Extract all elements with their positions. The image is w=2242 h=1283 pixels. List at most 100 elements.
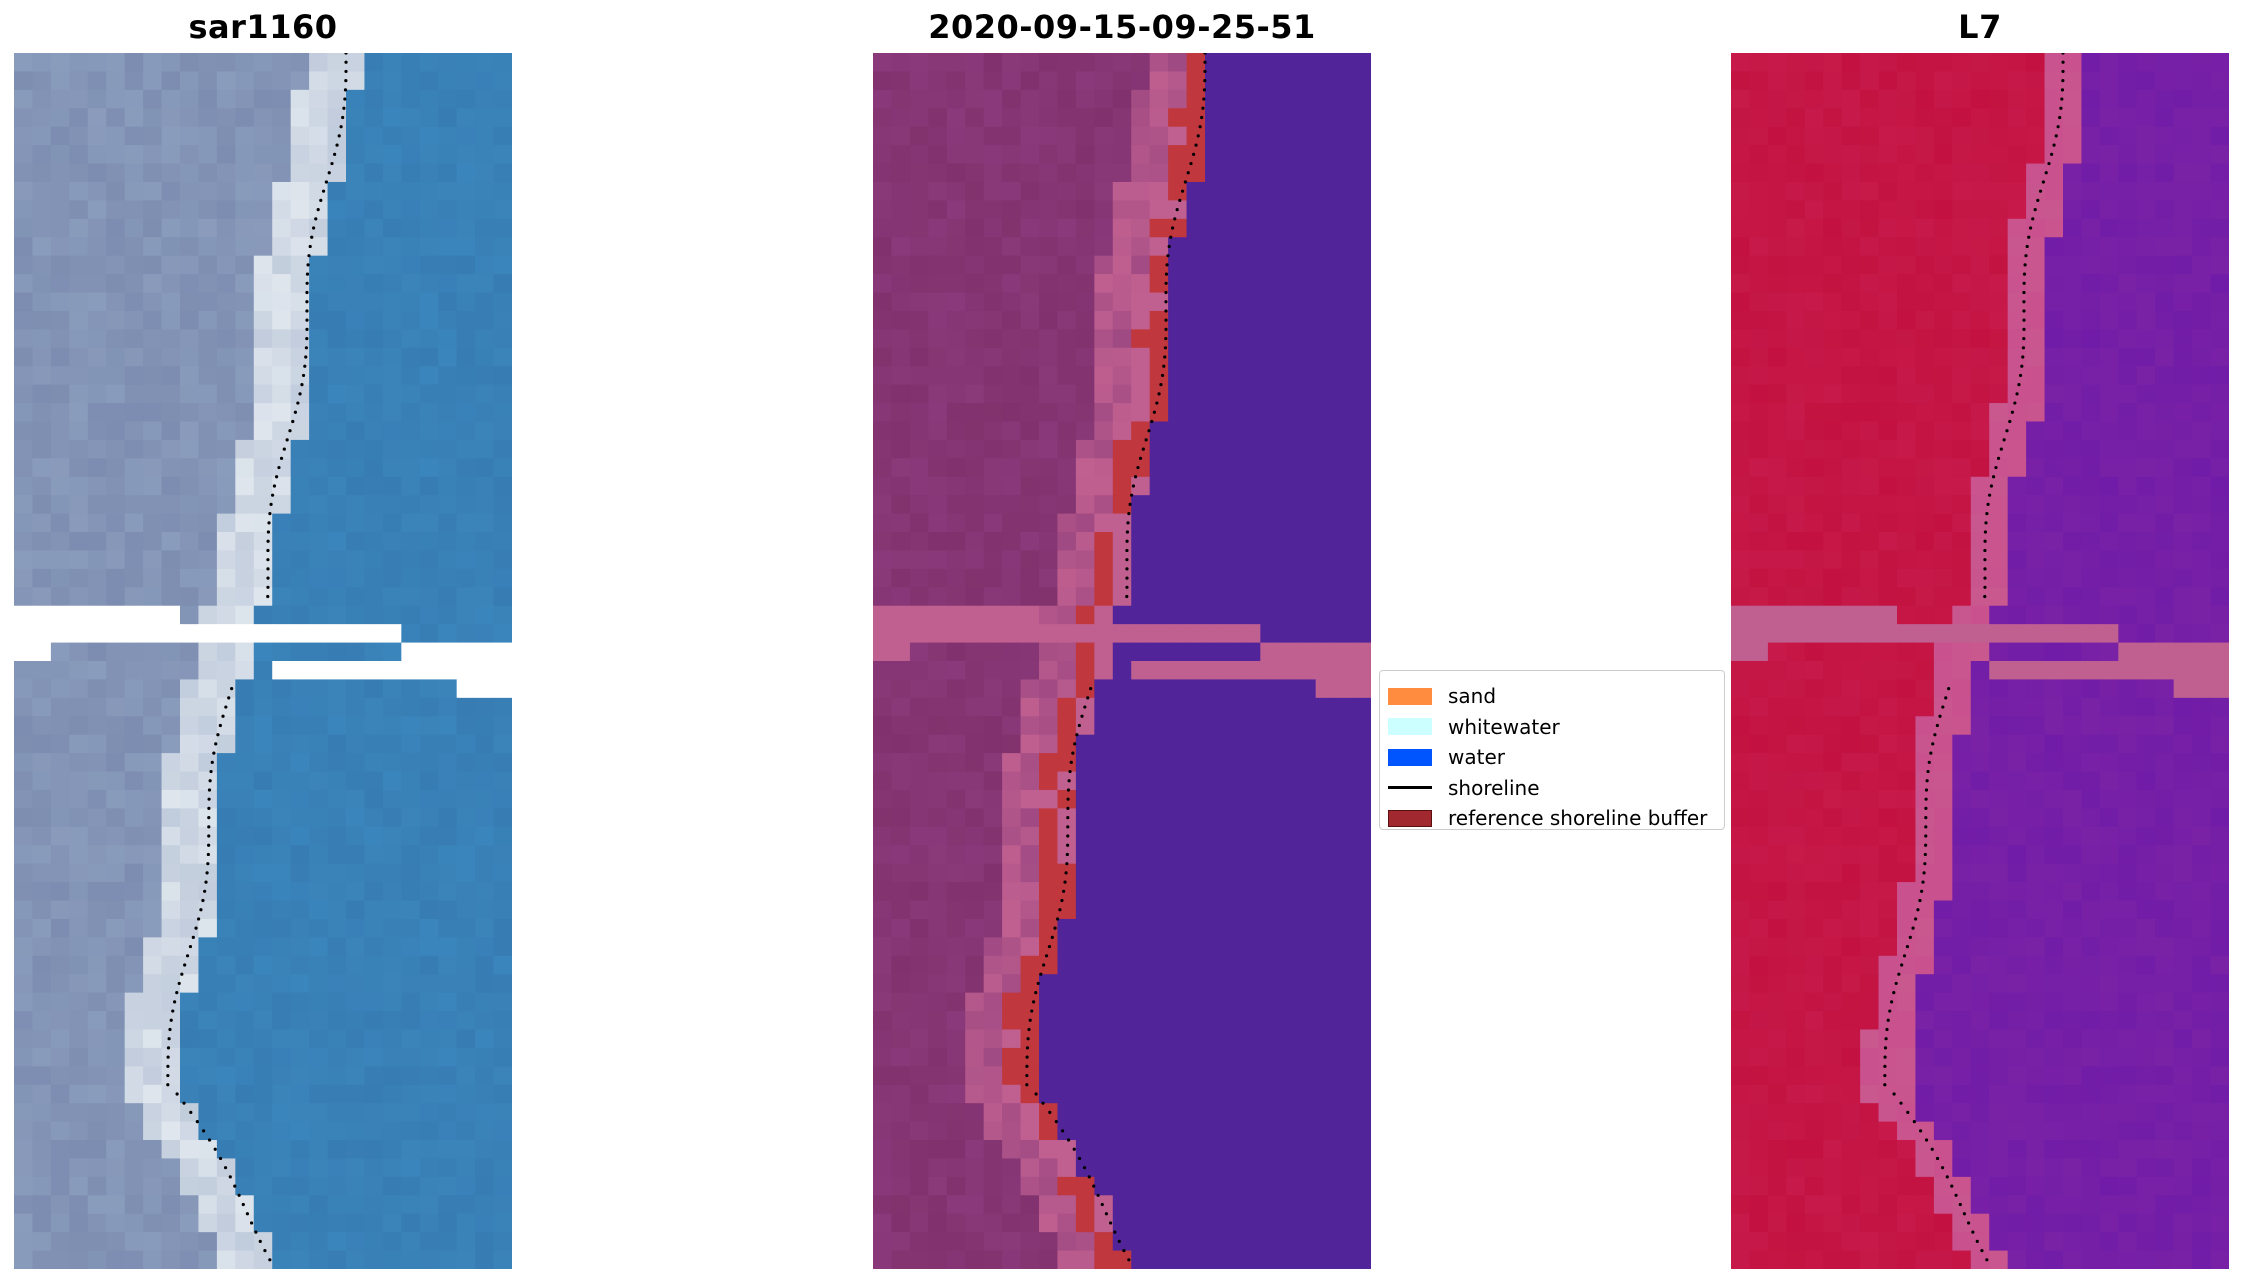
pixel-cell [1223, 476, 1243, 496]
pixel-cell [928, 126, 948, 146]
pixel-cell [1205, 89, 1225, 109]
pixel-cell [946, 753, 966, 773]
pixel-cell [1297, 53, 1317, 73]
pixel-cell [401, 108, 421, 128]
pixel-cell [106, 255, 126, 275]
pixel-cell [1260, 716, 1280, 736]
pixel-cell [216, 568, 236, 588]
shoreline-point [230, 687, 234, 691]
pixel-cell [1057, 513, 1077, 533]
pixel-cell [1186, 1047, 1206, 1067]
pixel-cell [253, 679, 273, 699]
pixel-cell [253, 1213, 273, 1233]
pixel-cell [1223, 237, 1243, 257]
pixel-cell [419, 1029, 439, 1049]
pixel-cell [419, 624, 439, 644]
pixel-cell [1168, 458, 1188, 478]
pixel-cell [2118, 310, 2138, 330]
pixel-cell [1039, 163, 1059, 183]
pixel-cell [2081, 108, 2101, 128]
pixel-cell [14, 1232, 34, 1252]
pixel-cell [1860, 568, 1880, 588]
pixel-cell [1057, 1213, 1077, 1233]
pixel-cell [1002, 1066, 1022, 1086]
pixel-cell [928, 329, 948, 349]
shoreline-point [199, 908, 203, 912]
pixel-cell [272, 771, 292, 791]
pixel-cell [2007, 753, 2027, 773]
pixel-cell [1860, 237, 1880, 257]
pixel-cell [1057, 274, 1077, 294]
pixel-cell [364, 771, 384, 791]
pixel-cell [1075, 145, 1095, 165]
pixel-cell [2136, 789, 2156, 809]
pixel-cell [873, 237, 893, 257]
pixel-cell [1278, 1121, 1298, 1141]
pixel-cell [2136, 495, 2156, 515]
pixel-cell [1186, 237, 1206, 257]
pixel-cell [946, 937, 966, 957]
pixel-cell [327, 1232, 347, 1252]
pixel-cell [50, 1140, 70, 1160]
pixel-cell [1057, 439, 1077, 459]
pixel-cell [14, 1250, 34, 1269]
pixel-cell [1915, 218, 1935, 238]
pixel-cell [290, 1232, 310, 1252]
shoreline-point [209, 769, 213, 774]
pixel-cell [272, 126, 292, 146]
pixel-cell [2210, 458, 2229, 478]
pixel-cell [909, 1084, 929, 1104]
pixel-cell [2007, 403, 2027, 423]
pixel-cell [161, 716, 181, 736]
pixel-cell [14, 310, 34, 330]
pixel-cell [2210, 292, 2229, 312]
pixel-cell [1749, 126, 1769, 146]
pixel-cell [909, 568, 929, 588]
pixel-cell [909, 808, 929, 828]
shoreline-point [207, 806, 211, 810]
pixel-cell [1223, 347, 1243, 367]
pixel-cell [401, 789, 421, 809]
pixel-cell [965, 421, 985, 441]
pixel-cell [475, 679, 495, 699]
pixel-cell [309, 310, 329, 330]
pixel-cell [235, 826, 255, 846]
pixel-cell [2044, 53, 2064, 73]
pixel-cell [309, 495, 329, 515]
pixel-cell [1020, 753, 1040, 773]
pixel-cell [14, 826, 34, 846]
pixel-cell [909, 587, 929, 607]
pixel-cell [438, 789, 458, 809]
pixel-cell [928, 661, 948, 681]
shoreline-point [293, 410, 298, 414]
pixel-cell [1223, 550, 1243, 570]
pixel-cell [346, 568, 366, 588]
pixel-cell [493, 1121, 512, 1141]
pixel-cell [401, 1195, 421, 1215]
pixel-cell [14, 1084, 34, 1104]
pixel-cell [1315, 532, 1335, 552]
pixel-cell [1767, 255, 1787, 275]
pixel-cell [253, 89, 273, 109]
pixel-cell [124, 587, 144, 607]
pixel-cell [309, 550, 329, 570]
pixel-cell [909, 900, 929, 920]
pixel-cell [1149, 955, 1169, 975]
pixel-cell [1112, 716, 1132, 736]
pixel-cell [2118, 181, 2138, 201]
pixel-cell [32, 89, 52, 109]
pixel-cell [1970, 789, 1990, 809]
shoreline-point [1082, 1166, 1087, 1170]
pixel-cell [124, 532, 144, 552]
pixel-cell [1131, 1121, 1151, 1141]
pixel-cell [32, 974, 52, 994]
pixel-cell [1205, 108, 1225, 128]
pixel-cell [69, 218, 89, 238]
pixel-cell [1352, 108, 1371, 128]
pixel-cell [475, 255, 495, 275]
pixel-cell [106, 1047, 126, 1067]
pixel-cell [1020, 1213, 1040, 1233]
pixel-cell [1075, 900, 1095, 920]
pixel-cell [106, 1140, 126, 1160]
pixel-cell [419, 605, 439, 625]
